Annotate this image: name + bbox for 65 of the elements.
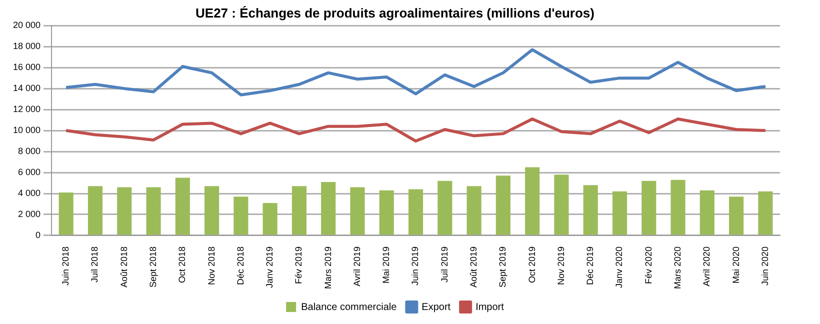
y-tick-label: 8 000 — [18, 146, 41, 156]
bar — [408, 189, 424, 235]
bar — [554, 174, 569, 235]
bar — [146, 187, 161, 235]
legend-label: Balance commerciale — [301, 302, 398, 313]
legend-label: Export — [422, 302, 451, 313]
bar — [88, 186, 103, 235]
bar — [321, 182, 336, 235]
x-tick-label: Déc 2019 — [585, 246, 596, 286]
x-tick-label: Avril 2019 — [352, 246, 362, 286]
x-tick-label: Mars 2019 — [322, 246, 333, 290]
y-tick-label: 20 000 — [12, 20, 41, 30]
y-tick-label: 6 000 — [18, 167, 41, 177]
bar — [466, 186, 482, 235]
x-tick-label: Déc 2018 — [235, 246, 246, 286]
bar — [496, 176, 510, 235]
bar — [234, 196, 248, 235]
x-tick-label: Sept 2018 — [148, 246, 158, 288]
bar — [700, 190, 714, 235]
bar — [292, 186, 306, 235]
x-tick-label: Avril 2020 — [702, 246, 712, 286]
x-tick-label: Juin 2020 — [760, 246, 770, 286]
x-tick-label: Mars 2020 — [672, 246, 682, 290]
x-tick-label: Fév 2020 — [643, 246, 654, 284]
bar — [525, 167, 540, 235]
y-tick-label: 12 000 — [12, 104, 41, 114]
x-tick-label: Juil 2018 — [90, 246, 100, 283]
x-tick-label: Fév 2019 — [294, 246, 304, 284]
x-tick-label: Nov 2019 — [556, 246, 566, 286]
x-tick-label: Juin 2018 — [60, 246, 71, 286]
x-tick-label: Janv 2019 — [264, 246, 275, 288]
bar — [758, 191, 773, 235]
bar — [262, 202, 278, 235]
y-tick-label: 16 000 — [12, 62, 41, 72]
bar — [117, 187, 132, 235]
x-tick-label: Mai 2020 — [730, 246, 741, 284]
x-tick-label: Sept 2019 — [498, 246, 508, 288]
chart-title: UE27 : Échanges de produits agroalimentaires (millions d'euros) — [196, 5, 594, 20]
bar — [670, 180, 686, 235]
x-tick-label: Oct 2019 — [526, 246, 537, 284]
y-tick-label: 18 000 — [12, 41, 41, 52]
legend-label: Import — [476, 302, 504, 313]
x-tick-label: Juil 2019 — [439, 246, 450, 283]
bar — [438, 180, 452, 235]
x-tick-label: Nov 2018 — [206, 246, 216, 286]
bar — [612, 191, 628, 235]
bar — [729, 196, 744, 235]
x-tick-label: Oct 2018 — [177, 246, 188, 284]
bar — [204, 186, 220, 235]
x-tick-label: Mai 2019 — [381, 246, 392, 284]
y-tick-label: 0 — [36, 230, 41, 240]
x-tick-label: Août 2019 — [468, 246, 479, 288]
bar — [58, 192, 74, 235]
bar — [379, 190, 394, 235]
bar — [642, 180, 656, 235]
x-tick-label: Août 2018 — [118, 246, 129, 288]
y-tick-label: 14 000 — [12, 83, 41, 94]
bar — [583, 185, 598, 235]
x-tick-label: Juin 2019 — [410, 246, 420, 286]
bar — [350, 187, 365, 235]
x-tick-label: Janv 2020 — [614, 246, 624, 288]
y-tick-label: 4 000 — [18, 188, 41, 198]
bar — [175, 178, 190, 235]
y-tick-label: 10 000 — [12, 125, 41, 136]
y-tick-label: 2 000 — [18, 208, 41, 219]
